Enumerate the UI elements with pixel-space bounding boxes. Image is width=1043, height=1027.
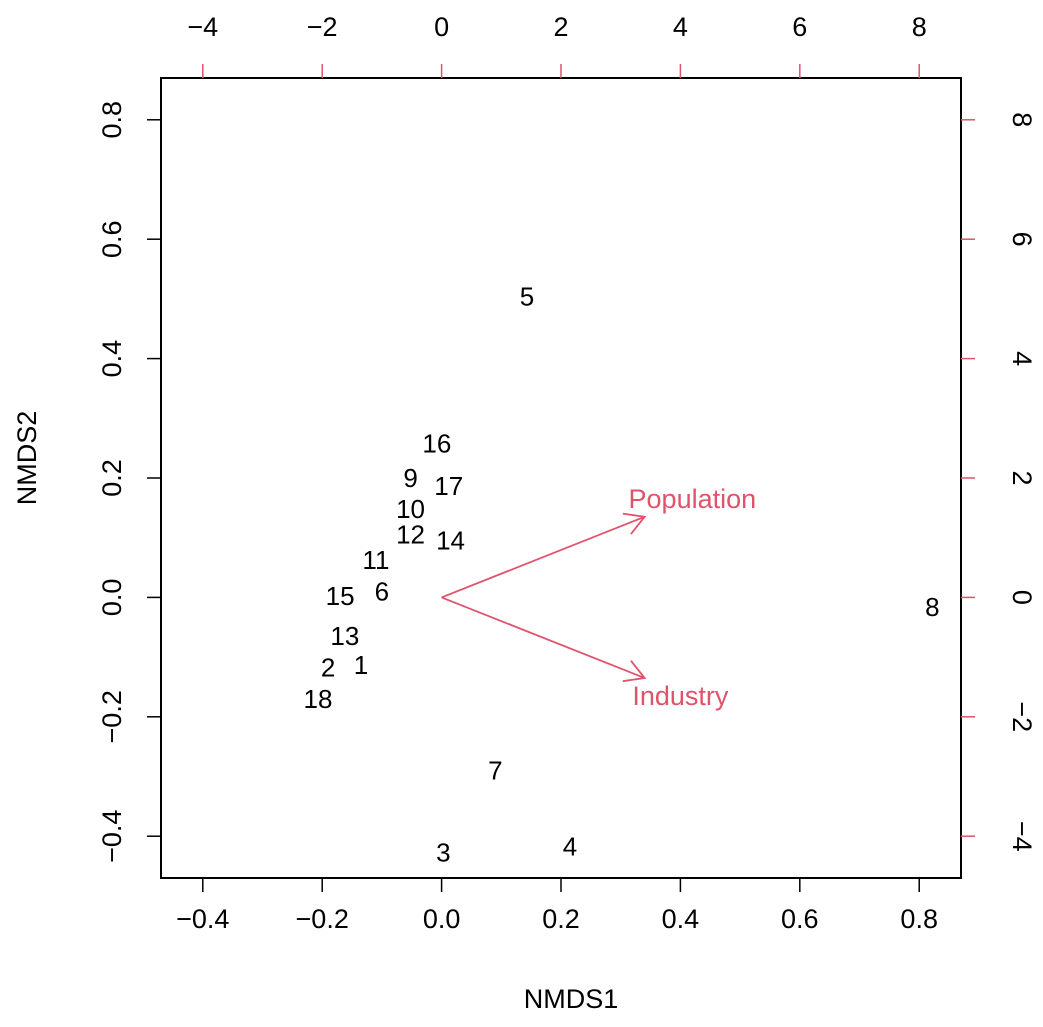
site-label-15: 15: [326, 581, 355, 611]
top-tick-label: 2: [553, 12, 568, 42]
site-label-16: 16: [422, 428, 451, 458]
right-tick-label: 0: [1007, 590, 1037, 605]
left-axis: −0.4 −0.2 0.0 0.2 0.4 0.6 0.8: [97, 101, 161, 863]
site-label-11: 11: [362, 545, 389, 575]
bottom-tick-label: −0.4: [176, 904, 229, 934]
site-label-17: 17: [434, 471, 463, 501]
x-axis-title: NMDS1: [524, 984, 619, 1014]
left-tick-label: −0.4: [97, 810, 127, 863]
site-label-4: 4: [563, 831, 577, 861]
population-arrowhead: [622, 512, 647, 535]
site-label-12: 12: [396, 520, 425, 550]
site-label-5: 5: [520, 282, 534, 312]
right-tick-label: −2: [1007, 701, 1037, 732]
site-label-9: 9: [403, 463, 417, 493]
left-tick-label: 0.4: [97, 340, 127, 378]
bottom-tick-label: −0.2: [296, 904, 349, 934]
site-label-18: 18: [304, 684, 333, 714]
left-tick-label: 0.0: [97, 579, 127, 617]
top-tick-label: 0: [434, 12, 449, 42]
right-tick-label: 6: [1007, 232, 1037, 247]
bottom-tick-label: 0.6: [781, 904, 819, 934]
industry-arrowhead: [622, 660, 647, 683]
site-label-1: 1: [354, 650, 368, 680]
left-tick-label: 0.8: [97, 101, 127, 139]
environmental-vectors: Population Industry: [441, 484, 757, 711]
left-tick-label: 0.2: [97, 459, 127, 497]
bottom-tick-label: 0.2: [542, 904, 580, 934]
site-label-10: 10: [396, 494, 425, 524]
right-tick-label: 8: [1007, 112, 1037, 127]
industry-arrow: [441, 596, 645, 679]
population-arrow: [441, 515, 645, 599]
bottom-tick-label: 0.4: [662, 904, 700, 934]
bottom-tick-label: 0.8: [900, 904, 938, 934]
top-tick-label: −4: [187, 12, 218, 42]
right-tick-label: −4: [1007, 821, 1037, 852]
top-tick-label: 4: [673, 12, 688, 42]
top-tick-label: 8: [912, 12, 927, 42]
top-tick-label: −2: [307, 12, 338, 42]
top-axis: −4 −2 0 2 4 6 8: [187, 12, 927, 78]
bottom-tick-label: 0.0: [423, 904, 461, 934]
right-tick-label: 2: [1007, 470, 1037, 485]
site-label-2: 2: [321, 652, 335, 682]
population-label: Population: [629, 484, 757, 514]
industry-label: Industry: [632, 681, 729, 711]
site-label-8: 8: [925, 592, 939, 622]
site-label-6: 6: [375, 576, 389, 606]
y-axis-title: NMDS2: [12, 411, 42, 506]
site-label-7: 7: [488, 756, 502, 786]
bottom-axis: −0.4 −0.2 0.0 0.2 0.4 0.6 0.8: [176, 878, 938, 934]
left-tick-label: −0.2: [97, 690, 127, 743]
site-label-14: 14: [436, 526, 465, 556]
site-label-3: 3: [436, 837, 450, 867]
top-tick-label: 6: [792, 12, 807, 42]
plot-frame: [160, 77, 962, 879]
right-tick-label: 4: [1007, 351, 1037, 366]
right-axis: −4 −2 0 2 4 6 8: [961, 112, 1037, 852]
site-label-13: 13: [330, 621, 359, 651]
left-tick-label: 0.6: [97, 220, 127, 258]
